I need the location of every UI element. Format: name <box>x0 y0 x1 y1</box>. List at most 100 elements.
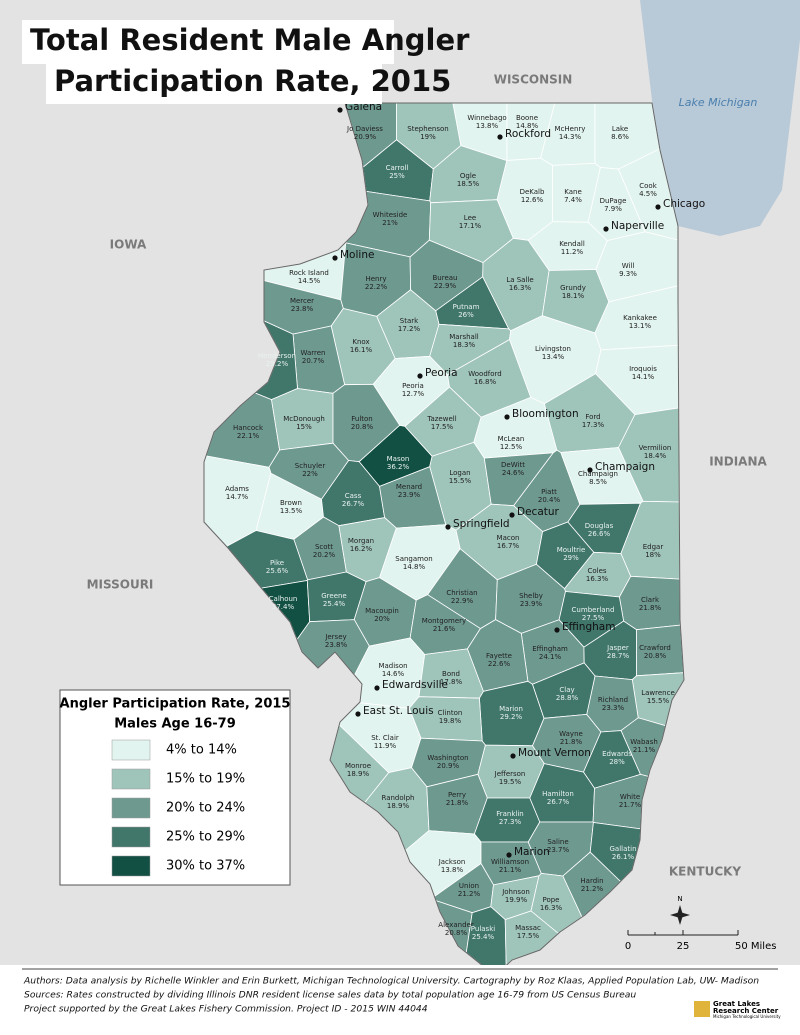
county-rate: 20.4% <box>538 496 561 504</box>
county-name: Scott <box>315 543 333 551</box>
county-rate: 17.5% <box>431 423 454 431</box>
county-name: Union <box>459 882 479 890</box>
county-rate: 15.5% <box>647 697 670 705</box>
county-rate: 20.8% <box>351 423 374 431</box>
county-rate: 23.9% <box>520 600 543 608</box>
county-rate: 20.8% <box>644 652 667 660</box>
legend-swatch <box>111 855 151 877</box>
county-rate: 27.3% <box>499 818 522 826</box>
county-name: Macon <box>497 534 520 542</box>
city-label: East St. Louis <box>363 705 434 717</box>
county-name: Effingham <box>532 645 568 653</box>
county-name: Bureau <box>433 274 458 282</box>
county-name: Montgomery <box>422 617 466 625</box>
county-rate: 16.2% <box>350 545 373 553</box>
county-rate: 18.9% <box>387 802 410 810</box>
north-arrow: N <box>670 895 690 925</box>
county-rate: 17.2% <box>398 325 421 333</box>
county-rate: 8.6% <box>611 133 629 141</box>
county-rate: 19.9% <box>505 896 528 904</box>
county-name: Marion <box>499 705 523 713</box>
logo-icon <box>694 1001 710 1017</box>
county-rate: 13.1% <box>629 322 652 330</box>
county-rate: 21.7% <box>619 801 642 809</box>
county-rate: 24.6% <box>502 469 525 477</box>
county-name: Whiteside <box>373 211 408 219</box>
county-name: Stark <box>400 317 419 325</box>
county-rate: 12.5% <box>500 443 523 451</box>
county-name: Saline <box>547 838 568 846</box>
county-rate: 25.2% <box>266 360 289 368</box>
county-name: Jo Daviess <box>346 125 383 133</box>
title: Total Resident Male Angler <box>30 23 470 57</box>
county-rate: 20.8% <box>445 929 468 937</box>
legend-swatch <box>111 826 151 848</box>
county-rate: 17.1% <box>459 222 482 230</box>
county-rate: 21.8% <box>446 799 469 807</box>
county-rate: 25.4% <box>472 933 495 941</box>
county-rate: 18.5% <box>457 180 480 188</box>
legend-label: 4% to 14% <box>166 743 237 758</box>
lake-label: Lake Michigan <box>679 96 758 109</box>
county-name: Johnson <box>501 888 530 896</box>
county-name: Henry <box>365 275 386 283</box>
north-arrow-shape <box>670 912 690 918</box>
city-dot <box>445 524 451 530</box>
county-name: Perry <box>448 791 466 799</box>
county-rate: 18% <box>645 551 661 559</box>
county-name: White <box>620 793 640 801</box>
city-dot <box>554 627 560 633</box>
city-dot <box>509 512 515 518</box>
county-name: Lee <box>464 214 476 222</box>
credit: Project supported by the Great Lakes Fis… <box>24 1004 428 1015</box>
scale-bar: 0 25 50 Miles <box>625 930 776 952</box>
county-name: Wabash <box>630 738 658 746</box>
county-name: Douglas <box>585 522 614 530</box>
county-rate: 21.6% <box>433 625 456 633</box>
county-name: Christian <box>446 589 477 597</box>
county-name: Williamson <box>491 858 529 866</box>
city-dot <box>603 226 609 232</box>
county-rate: 7.4% <box>564 196 582 204</box>
county-rate: 14.3% <box>559 133 582 141</box>
county-rate: 17.3% <box>582 421 605 429</box>
county-rate: 14.8% <box>403 563 426 571</box>
county-rate: 13.8% <box>476 122 499 130</box>
county-name: Greene <box>321 592 347 600</box>
county-rate: 15.5% <box>449 477 472 485</box>
city-label: Rockford <box>505 128 551 140</box>
state-label: MISSOURI <box>87 578 154 592</box>
county-name: Kankakee <box>623 314 657 322</box>
city-dot <box>337 107 343 113</box>
county-name: Cumberland <box>572 606 615 614</box>
county-rate: 28.8% <box>556 694 579 702</box>
county-rate: 21.8% <box>639 604 662 612</box>
county-name: Crawford <box>639 644 671 652</box>
city-dot <box>497 134 503 140</box>
county-name: Clark <box>641 596 660 604</box>
county-rate: 28% <box>609 758 625 766</box>
county-name: Macoupin <box>365 607 399 615</box>
city-dot <box>417 373 423 379</box>
city-label: Chicago <box>663 198 705 210</box>
county-name: Knox <box>352 338 369 346</box>
county-name: Mercer <box>290 297 314 305</box>
county-rate: 14.7% <box>226 493 249 501</box>
city-label: Effingham <box>562 621 615 633</box>
county-rate: 15% <box>296 423 312 431</box>
county-rate: 23.3% <box>602 704 625 712</box>
county-rate: 11.9% <box>374 742 397 750</box>
footer-bg <box>0 965 800 1035</box>
county-name: Lawrence <box>641 689 675 697</box>
county-name: Tazewell <box>426 415 456 423</box>
county-name: McLean <box>498 435 525 443</box>
county-rate: 21.8% <box>560 738 583 746</box>
city-label: Champaign <box>595 461 655 473</box>
county-name: Marshall <box>449 333 479 341</box>
county-name: Grundy <box>560 284 586 292</box>
counties <box>203 102 685 977</box>
county-rate: 26% <box>458 311 474 319</box>
county-name: Clinton <box>438 709 463 717</box>
county-name: Jasper <box>606 644 629 652</box>
